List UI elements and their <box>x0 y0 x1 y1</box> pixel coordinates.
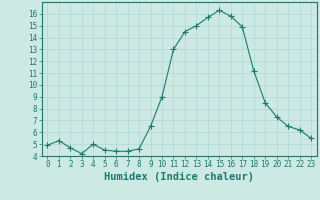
X-axis label: Humidex (Indice chaleur): Humidex (Indice chaleur) <box>104 172 254 182</box>
